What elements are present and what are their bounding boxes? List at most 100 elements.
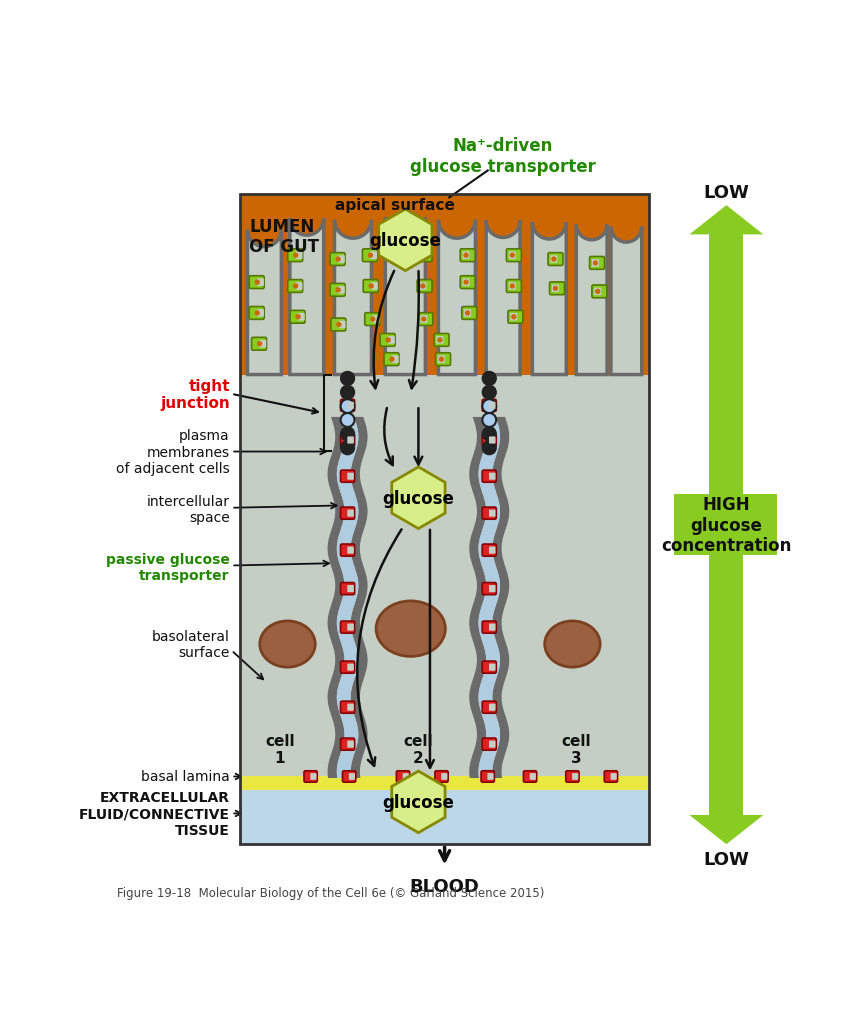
FancyBboxPatch shape: [347, 511, 354, 518]
Circle shape: [482, 428, 496, 442]
Circle shape: [294, 285, 298, 289]
Polygon shape: [378, 210, 432, 271]
Text: plasma
membranes
of adjacent cells: plasma membranes of adjacent cells: [116, 429, 229, 475]
Circle shape: [340, 386, 354, 399]
FancyBboxPatch shape: [507, 280, 521, 293]
FancyBboxPatch shape: [462, 307, 476, 320]
Polygon shape: [438, 220, 475, 375]
FancyBboxPatch shape: [489, 437, 495, 444]
Text: basolateral
surface: basolateral surface: [152, 629, 229, 659]
FancyBboxPatch shape: [403, 773, 409, 780]
FancyBboxPatch shape: [434, 335, 449, 347]
Circle shape: [466, 311, 469, 315]
Circle shape: [255, 281, 259, 285]
Circle shape: [336, 258, 340, 262]
FancyBboxPatch shape: [418, 313, 433, 327]
Circle shape: [337, 324, 341, 328]
FancyBboxPatch shape: [347, 473, 354, 480]
FancyBboxPatch shape: [548, 254, 563, 266]
FancyBboxPatch shape: [340, 738, 354, 750]
Polygon shape: [576, 225, 607, 375]
Polygon shape: [493, 418, 509, 778]
Text: passive glucose
transporter: passive glucose transporter: [106, 552, 229, 582]
FancyBboxPatch shape: [340, 471, 354, 482]
FancyBboxPatch shape: [482, 583, 496, 595]
FancyBboxPatch shape: [391, 356, 398, 364]
FancyBboxPatch shape: [363, 250, 378, 262]
FancyBboxPatch shape: [510, 313, 517, 321]
Circle shape: [510, 285, 514, 289]
FancyBboxPatch shape: [523, 771, 537, 783]
FancyBboxPatch shape: [363, 280, 378, 293]
FancyBboxPatch shape: [489, 402, 495, 409]
Polygon shape: [469, 418, 486, 778]
FancyBboxPatch shape: [295, 283, 302, 290]
Polygon shape: [479, 418, 500, 778]
FancyBboxPatch shape: [339, 321, 346, 329]
Circle shape: [386, 339, 390, 343]
FancyBboxPatch shape: [347, 402, 354, 409]
FancyBboxPatch shape: [551, 256, 558, 264]
Circle shape: [596, 290, 599, 294]
FancyBboxPatch shape: [482, 702, 496, 714]
FancyBboxPatch shape: [441, 773, 448, 780]
Text: glucose: glucose: [370, 232, 442, 250]
Circle shape: [512, 315, 516, 319]
FancyBboxPatch shape: [482, 471, 496, 482]
FancyBboxPatch shape: [419, 283, 426, 290]
Ellipse shape: [376, 602, 445, 657]
FancyBboxPatch shape: [330, 254, 345, 266]
FancyBboxPatch shape: [371, 283, 378, 290]
Circle shape: [482, 442, 496, 455]
Ellipse shape: [545, 622, 600, 667]
FancyBboxPatch shape: [481, 771, 494, 783]
Circle shape: [593, 262, 598, 266]
Circle shape: [482, 386, 496, 399]
Circle shape: [464, 281, 468, 285]
FancyBboxPatch shape: [482, 738, 496, 750]
FancyBboxPatch shape: [347, 585, 354, 592]
FancyBboxPatch shape: [435, 771, 448, 783]
Text: glucose: glucose: [383, 793, 455, 811]
FancyBboxPatch shape: [436, 337, 443, 345]
Circle shape: [390, 358, 394, 362]
FancyBboxPatch shape: [419, 252, 426, 260]
FancyBboxPatch shape: [397, 771, 410, 783]
FancyBboxPatch shape: [509, 283, 516, 290]
FancyBboxPatch shape: [565, 771, 579, 783]
FancyBboxPatch shape: [611, 773, 617, 780]
Text: basal lamina: basal lamina: [141, 769, 229, 784]
FancyBboxPatch shape: [288, 280, 303, 293]
FancyBboxPatch shape: [331, 318, 346, 332]
FancyBboxPatch shape: [462, 279, 469, 287]
FancyBboxPatch shape: [340, 583, 354, 595]
FancyBboxPatch shape: [552, 285, 559, 293]
FancyBboxPatch shape: [420, 316, 427, 324]
FancyBboxPatch shape: [249, 276, 264, 289]
FancyBboxPatch shape: [340, 545, 354, 557]
Circle shape: [255, 311, 259, 315]
FancyBboxPatch shape: [370, 252, 378, 260]
FancyBboxPatch shape: [310, 773, 316, 780]
FancyBboxPatch shape: [591, 286, 607, 298]
Circle shape: [369, 254, 372, 258]
FancyBboxPatch shape: [257, 309, 264, 317]
Circle shape: [422, 317, 426, 321]
Text: apical surface: apical surface: [335, 198, 456, 213]
Bar: [709, 236, 743, 815]
Text: cell
2: cell 2: [404, 733, 433, 765]
FancyBboxPatch shape: [572, 773, 578, 780]
Text: BLOOD: BLOOD: [410, 877, 480, 895]
Circle shape: [340, 442, 354, 455]
Circle shape: [421, 285, 425, 289]
FancyBboxPatch shape: [604, 771, 617, 783]
FancyBboxPatch shape: [384, 354, 399, 366]
FancyBboxPatch shape: [298, 313, 305, 321]
Circle shape: [440, 358, 443, 362]
FancyBboxPatch shape: [340, 622, 354, 634]
FancyBboxPatch shape: [347, 741, 354, 748]
Polygon shape: [337, 418, 359, 778]
Polygon shape: [327, 418, 345, 778]
FancyBboxPatch shape: [347, 704, 354, 711]
Polygon shape: [248, 231, 281, 375]
